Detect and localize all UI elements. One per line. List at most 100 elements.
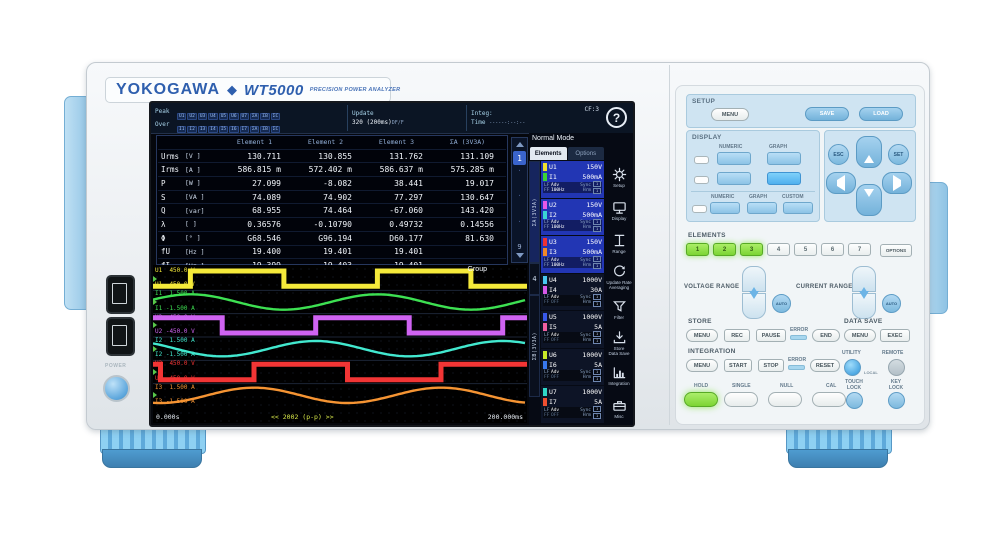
custom-button[interactable]: [783, 202, 813, 214]
page-down-icon[interactable]: [515, 252, 524, 258]
graph-button-top[interactable]: [767, 152, 801, 165]
u-color-swatch: [543, 238, 547, 247]
element-i-row: I3 500mA: [543, 247, 602, 257]
element-card-6[interactable]: U6 1000V I6 5A LF FF Adv OFF Sync Hrm 1 1: [541, 348, 604, 386]
cal-button[interactable]: [812, 392, 846, 407]
cell-value: 130.647: [460, 192, 494, 202]
usb-port-bottom[interactable]: [106, 317, 135, 356]
store-rec-button[interactable]: REC: [724, 329, 750, 342]
menu-integration[interactable]: Integration: [605, 359, 633, 392]
touch-lock-button[interactable]: [846, 392, 863, 409]
graph-button-mid[interactable]: [767, 172, 801, 185]
channel-range: 5A: [594, 360, 602, 369]
element-button-2[interactable]: 2: [713, 243, 736, 256]
numeric-button-bottom[interactable]: [710, 202, 740, 214]
integ-label: Integ:: [471, 110, 493, 117]
element-card-5[interactable]: U5 1000V I5 5A LF FF Adv OFF Sync Hrm 1 1: [541, 311, 604, 348]
store-end-button[interactable]: END: [812, 329, 840, 342]
integration-stop-button[interactable]: STOP: [758, 359, 784, 372]
single-button[interactable]: [724, 392, 758, 407]
channel-range: 1000V: [582, 350, 602, 359]
usb-port-top[interactable]: [106, 275, 135, 314]
element-button-5[interactable]: 5: [794, 243, 817, 256]
numeric-button-top[interactable]: [717, 152, 751, 165]
store-icon: [613, 330, 625, 343]
menu-update-rate[interactable]: Update Rate Averaging: [605, 260, 633, 293]
menu-filter[interactable]: Filter: [605, 293, 633, 326]
page-scrollbar[interactable]: 1 · · · 9: [511, 137, 528, 263]
arrow-up-button[interactable]: [856, 136, 882, 168]
soft-menu-column[interactable]: Setup Display Range Update Rate Averaging Fil…: [605, 133, 633, 425]
sidebar-tabs[interactable]: Elements Options: [530, 147, 604, 160]
help-icon[interactable]: ?: [606, 107, 627, 128]
page-up-icon[interactable]: [515, 142, 524, 147]
display-title: DISPLAY: [692, 134, 722, 141]
current-range-down-button[interactable]: [852, 290, 876, 319]
sync-labels: Sync Hrm: [580, 295, 591, 306]
integration-start-button[interactable]: START: [724, 359, 752, 372]
menu-item-label: Misc: [614, 414, 624, 419]
channel-name: I4: [549, 285, 557, 294]
arrow-left-button[interactable]: [826, 172, 856, 194]
integration-reset-button[interactable]: RESET: [810, 359, 840, 372]
status-indicator-chip: ΣB: [260, 126, 270, 133]
save-button[interactable]: SAVE: [805, 107, 849, 121]
remote-button[interactable]: [888, 359, 905, 376]
tab-options[interactable]: Options: [567, 147, 604, 160]
store-pause-button[interactable]: PAUSE: [756, 329, 786, 342]
menu-range[interactable]: Range: [605, 227, 633, 260]
element-button-7[interactable]: 7: [848, 243, 871, 256]
utility-button[interactable]: [844, 359, 861, 376]
setup-menu-button[interactable]: MENU: [711, 108, 749, 121]
load-button[interactable]: LOAD: [859, 107, 903, 121]
esc-button[interactable]: ESC: [828, 144, 849, 165]
integration-menu-button[interactable]: MENU: [686, 359, 718, 372]
cell-value: 572.402 m: [308, 165, 352, 175]
element-card-4[interactable]: U4 1000V I4 30A LF FF Adv OFF Sync Hrm 1 1: [541, 273, 604, 311]
power-button[interactable]: [103, 375, 130, 402]
options-button[interactable]: OPTIONS: [880, 244, 912, 257]
menu-setup[interactable]: Setup: [605, 161, 633, 194]
store-menu-button[interactable]: MENU: [686, 329, 718, 342]
element-card-2[interactable]: U2 150V I2 500mA LF FF Adv 100Hz Sync Hrm 1 1: [541, 198, 604, 236]
setup-section: SETUP MENU SAVE LOAD: [686, 94, 916, 128]
filter-labels: LF FF: [544, 332, 550, 343]
right-arrow-icon: [893, 175, 901, 191]
voltage-range-down-button[interactable]: [742, 290, 766, 319]
current-range-up-button[interactable]: [852, 266, 876, 295]
graph-button-bottom[interactable]: [747, 202, 777, 214]
data-save-menu-button[interactable]: MENU: [844, 329, 876, 342]
null-button[interactable]: [768, 392, 802, 407]
arrow-right-button[interactable]: [882, 172, 912, 194]
table-header-row: Element 1 Element 2 Element 3 ΣA (3V3A): [158, 136, 506, 150]
setup-title: SETUP: [692, 98, 716, 105]
element-button-4[interactable]: 4: [767, 243, 790, 256]
hold-button[interactable]: [684, 392, 718, 407]
screen[interactable]: Peak U1 U2 U3 U4 U5 U6 U7 ΣA ΣB ΣC Over I1 I2 I3 I4 I5 I…: [149, 101, 635, 427]
element-button-1[interactable]: 1: [686, 243, 709, 256]
current-auto-button[interactable]: AUTO: [882, 294, 901, 313]
set-button[interactable]: SET: [888, 144, 909, 165]
cell-value: -8.082: [323, 178, 352, 188]
arrow-down-button[interactable]: [856, 184, 882, 216]
range-icon: [614, 234, 624, 247]
table-row: Irms [A ] 586.815 m 572.402 m 586.637 m 575.2…: [158, 163, 506, 178]
element-button-3[interactable]: 3: [740, 243, 763, 256]
menu-misc[interactable]: Misc: [605, 392, 633, 425]
element-card-3[interactable]: U3 150V I3 500mA LF FF Adv 100Hz Sync Hrm 1 1: [541, 236, 604, 273]
numeric-button-mid[interactable]: [717, 172, 751, 185]
element-button-6[interactable]: 6: [821, 243, 844, 256]
data-save-exec-button[interactable]: EXEC: [880, 329, 910, 342]
menu-store[interactable]: Store Data Save: [605, 326, 633, 359]
menu-display[interactable]: Display: [605, 194, 633, 227]
voltage-range-up-button[interactable]: [742, 266, 766, 295]
element-list[interactable]: U1 150V I1 500mA LF FF Adv 100Hz Sync Hrm 1 1 U2 150V…: [541, 161, 604, 424]
voltage-auto-button[interactable]: AUTO: [772, 294, 791, 313]
element-card-7[interactable]: U7 1000V I7 5A LF FF Adv OFF Sync Hrm 1 1: [541, 386, 604, 424]
key-lock-button[interactable]: [888, 392, 905, 409]
row-name: P: [161, 178, 166, 188]
element-card-1[interactable]: U1 150V I1 500mA LF FF Adv 100Hz Sync Hrm 1 1: [541, 161, 604, 198]
tab-elements[interactable]: Elements: [530, 147, 567, 160]
